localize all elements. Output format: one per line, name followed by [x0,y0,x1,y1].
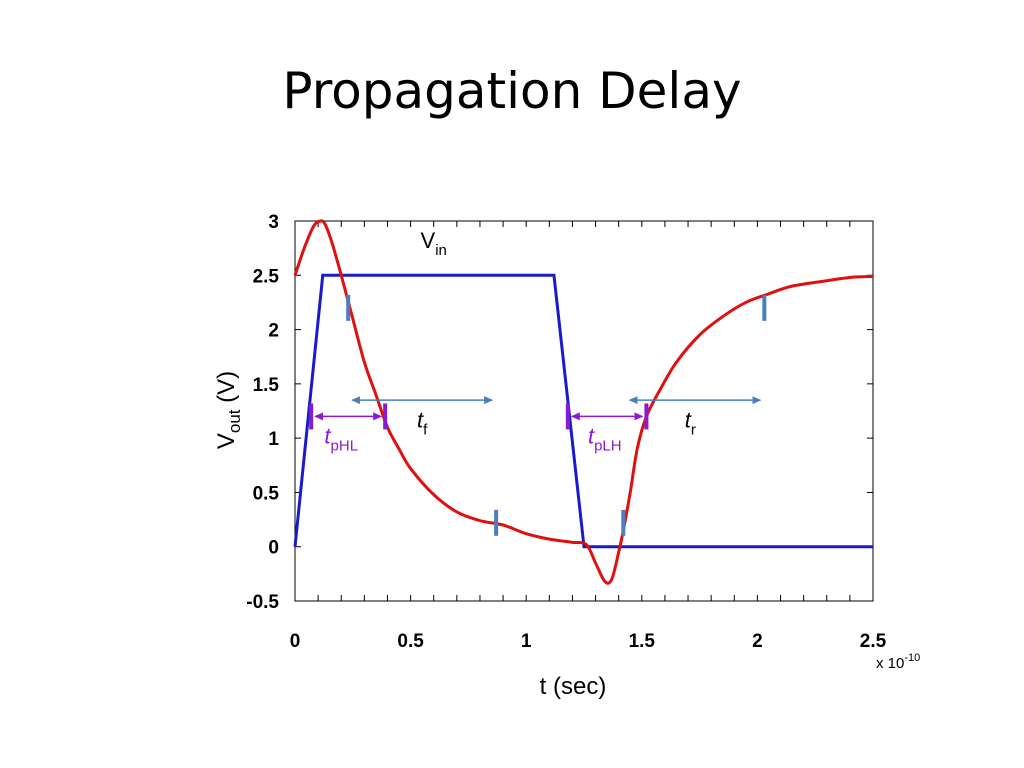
vin-series-line [293,273,873,549]
vin-label-main: V [421,228,436,253]
y-label-sub: out [225,409,244,433]
plot-frame [294,220,874,602]
y-label-main: V [213,433,240,449]
vout-series-line [293,219,874,585]
x-axis-label: t (sec) [540,673,607,700]
y-tick-label: 1.5 [253,375,280,396]
tf-label-sub: f [423,421,428,438]
x-exponent-power: -10 [904,652,920,664]
y-tick-label: 0 [268,538,279,559]
vin-label-sub: in [435,242,447,259]
y-tick-label: 2.5 [253,266,280,287]
x-tick-label: 1.5 [629,631,656,652]
y-label-rest: (V) [213,371,240,410]
tphl-label: tpHL [324,424,358,455]
y-tick-label: 3 [268,212,279,233]
tf-label-main: t [417,407,424,432]
y-axis-label: Vout (V) [213,371,244,449]
x-tick-label: 0 [290,631,301,652]
tr-label-sub: r [691,421,696,438]
x-exponent-prefix: x 10 [876,655,904,672]
tplh-label: tpLH [588,424,622,455]
tphl-label-main: t [324,424,331,449]
y-tick-label: 1 [268,429,279,450]
y-tick-label: 2 [268,321,279,342]
x-tick-label: 1 [521,631,532,652]
tplh-label-sub: pLH [594,438,622,455]
y-tick-label: -0.5 [246,592,279,613]
tf-label: tf [417,407,428,438]
tr-label-main: t [685,407,692,432]
x-axis-exponent: x 10-10 [876,652,920,672]
x-tick-label: 2.5 [860,631,887,652]
x-tick-label: 2 [752,631,763,652]
tplh-label-main: t [588,424,595,449]
slide-title: Propagation Delay [282,62,742,120]
tphl-label-sub: pHL [331,438,359,455]
vin-label: Vin [421,228,447,259]
tr-label: tr [685,407,696,438]
chart-series [293,219,874,585]
chart-axes: 0 0.5 1 1.5 2 2.5 -0.5 0 0.5 1 1.5 2 2.5 3 [246,212,886,652]
x-tick-label: 0.5 [397,631,424,652]
y-tick-label: 0.5 [253,483,280,504]
